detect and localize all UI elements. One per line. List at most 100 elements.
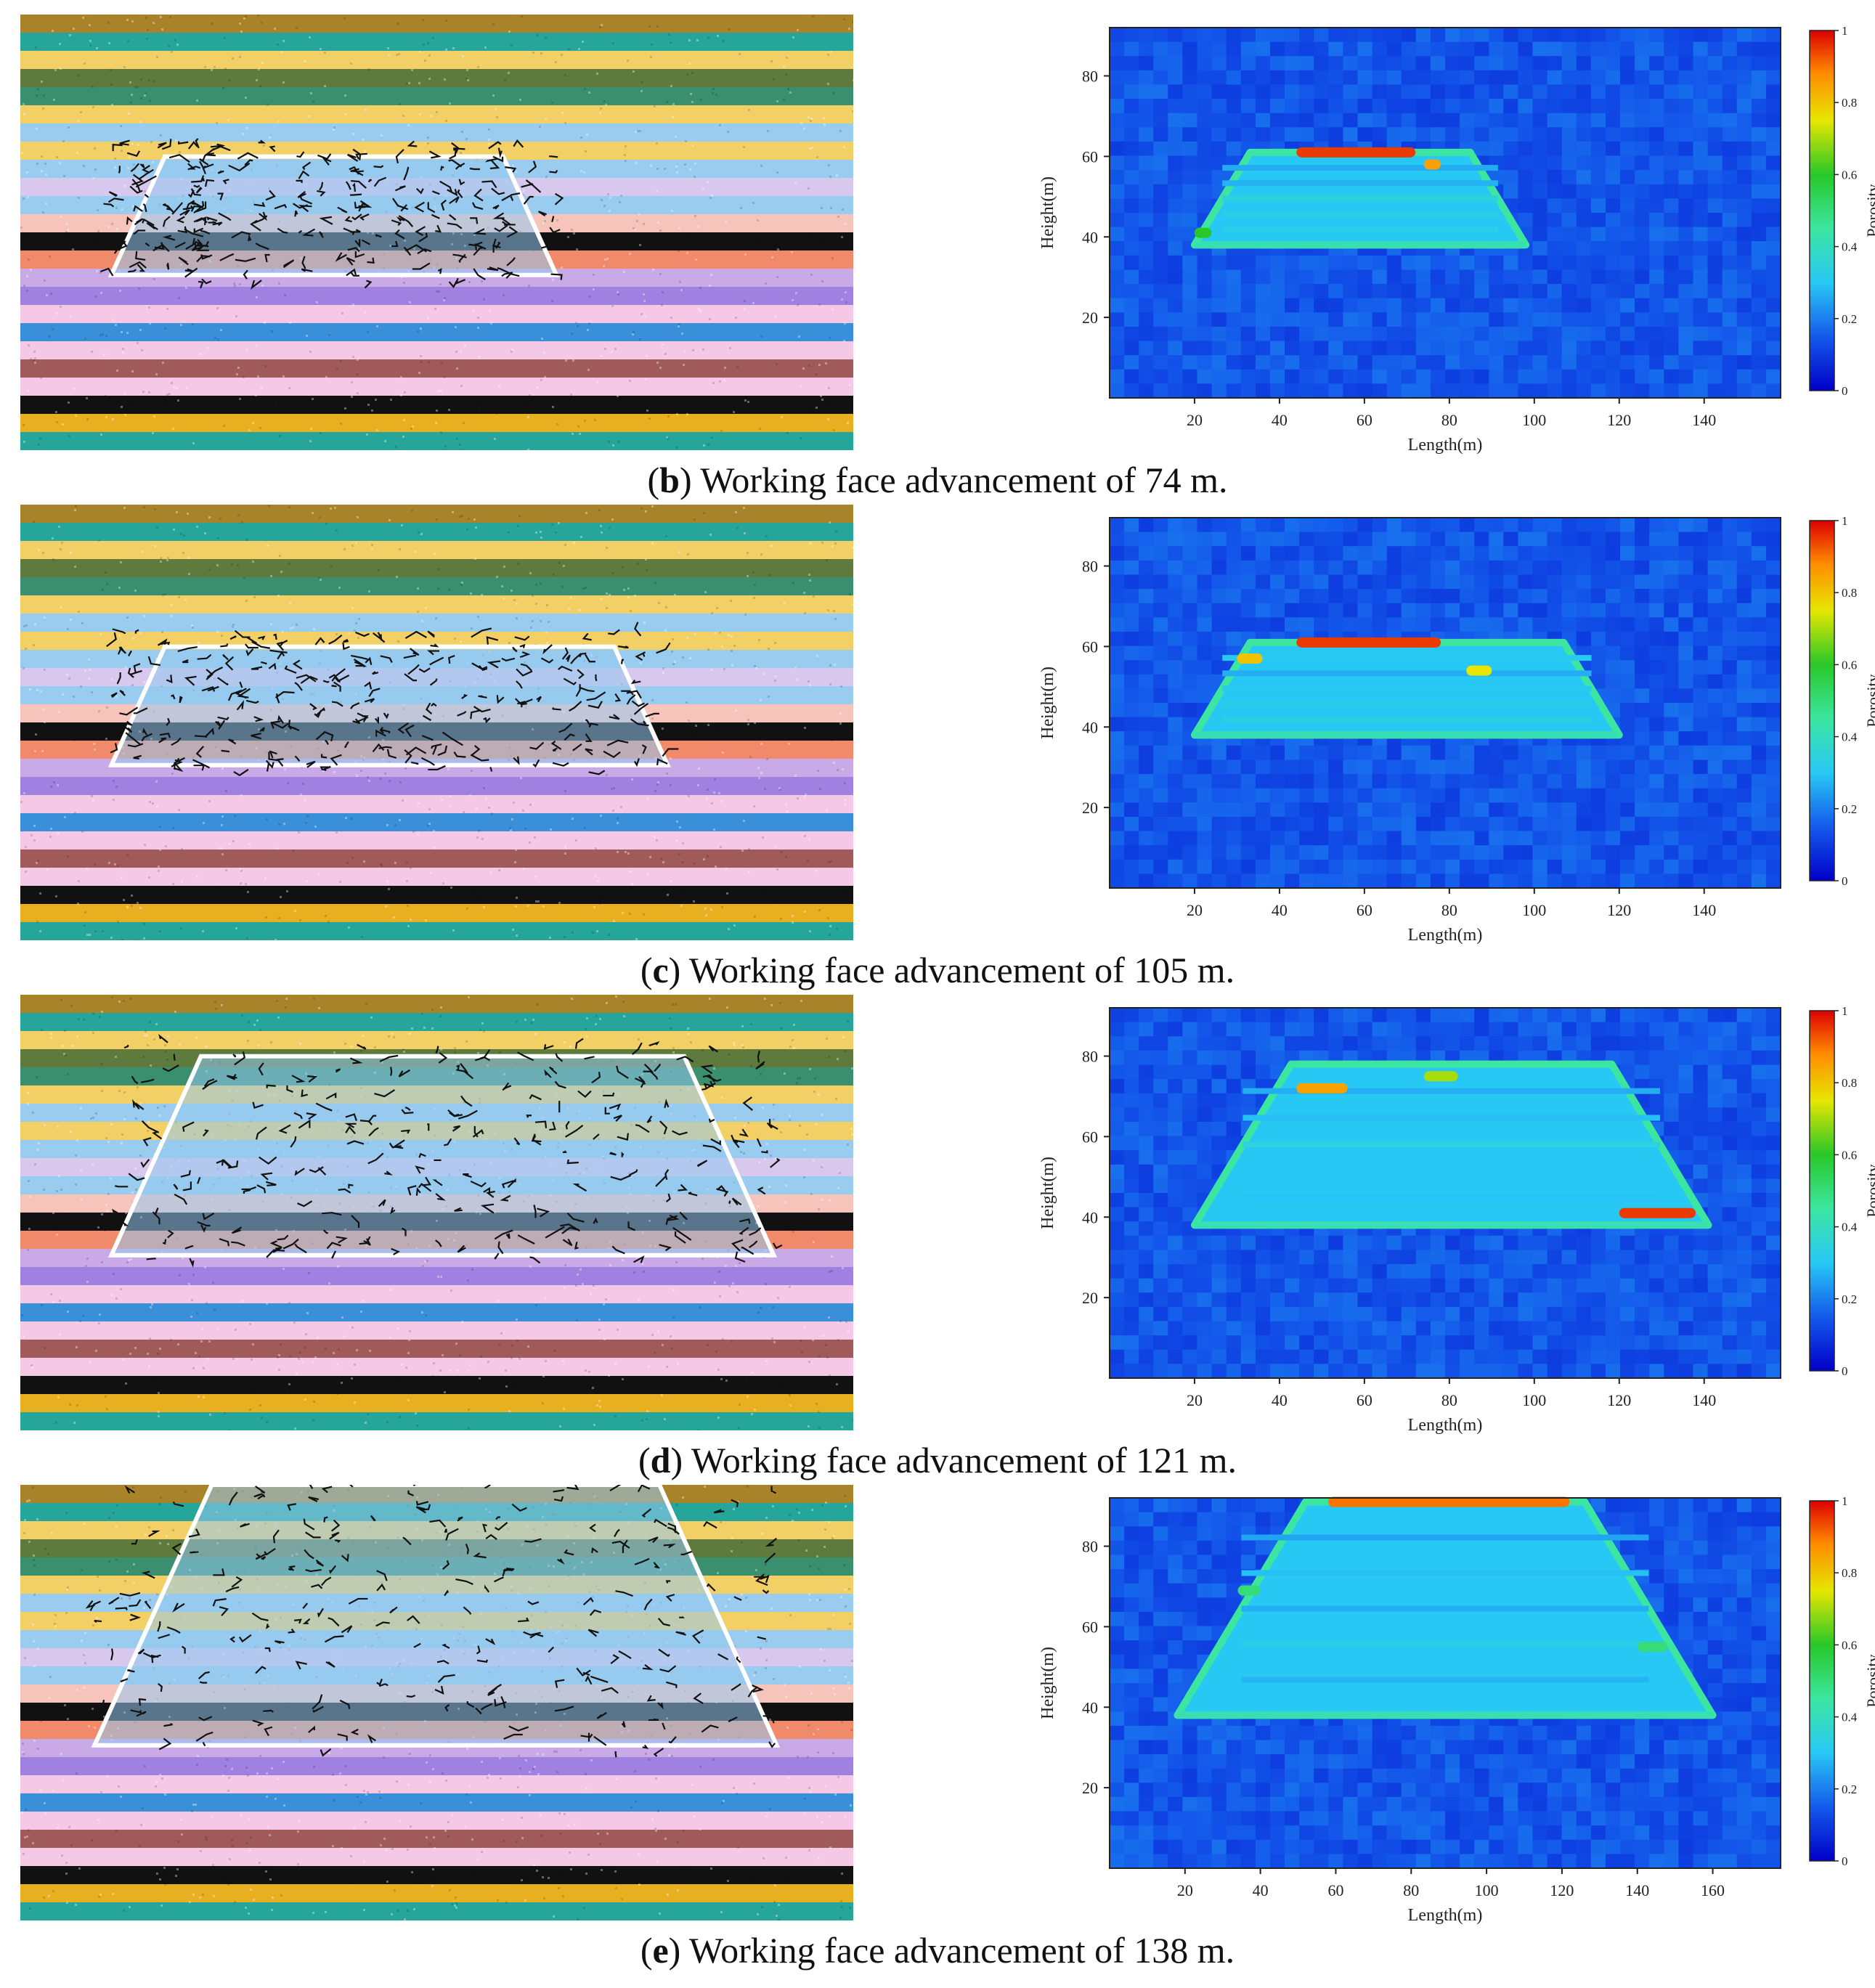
- heatmap-cell: [1226, 255, 1242, 270]
- heatmap-cell: [1722, 1008, 1738, 1023]
- heatmap-cell: [1372, 788, 1388, 803]
- heatmap-cell: [1445, 284, 1460, 299]
- heatmap-cell: [1182, 1306, 1198, 1322]
- heatmap-cell: [1547, 298, 1563, 313]
- heatmap-cell: [1314, 99, 1329, 114]
- heatmap-cell: [1707, 383, 1723, 399]
- heatmap-cell: [1270, 859, 1285, 874]
- fracture-mark: [111, 1208, 119, 1215]
- heatmap-cell: [1649, 1036, 1664, 1051]
- heatmap-cell: [1590, 759, 1606, 775]
- heatmap-cell: [1270, 802, 1285, 818]
- fracture-mark: [492, 155, 504, 163]
- fracture-mark: [325, 1661, 335, 1668]
- heatmap-cell: [1285, 341, 1300, 356]
- heatmap-cell: [1139, 241, 1154, 256]
- heatmap-cell: [1649, 574, 1664, 590]
- fracture-mark: [566, 1485, 579, 1491]
- heatmap-cell: [1139, 1839, 1154, 1854]
- fracture-mark: [488, 141, 502, 150]
- heatmap-cell: [1765, 312, 1781, 327]
- colorbar-tick-label: 0.8: [1842, 96, 1857, 110]
- caved-zone: [107, 644, 671, 767]
- heatmap-cell: [1765, 41, 1781, 57]
- fracture-mark: [134, 218, 144, 226]
- heatmap-cell: [1532, 369, 1548, 384]
- heatmap-cell: [1561, 255, 1577, 270]
- heatmap-cell: [1460, 99, 1475, 114]
- heatmap-cell: [1590, 802, 1606, 818]
- heatmap-cell: [1722, 369, 1738, 384]
- fracture-mark: [495, 1522, 508, 1531]
- heatmap-cell: [1357, 1036, 1373, 1051]
- heatmap-cell: [1547, 1250, 1563, 1265]
- stratum-layer: [20, 922, 853, 940]
- heatmap-cell: [1124, 660, 1139, 675]
- heatmap-cell: [1503, 355, 1518, 370]
- fracture-mark: [253, 202, 266, 208]
- fracture-mark: [335, 252, 347, 262]
- heatmap-cell: [1445, 1250, 1460, 1265]
- heatmap-cell: [1182, 589, 1198, 604]
- heatmap-cell: [1765, 1349, 1781, 1364]
- heatmap-cell: [1460, 1250, 1475, 1265]
- heatmap-cell: [1664, 1349, 1679, 1364]
- fracture-mark: [654, 1518, 667, 1528]
- heatmap-cell: [1606, 1349, 1621, 1364]
- heatmap-cell: [1124, 255, 1139, 270]
- heatmap-cell: [1722, 1150, 1738, 1165]
- heatmap-cell: [1372, 1264, 1388, 1279]
- heatmap-cell: [1372, 560, 1388, 575]
- heatmap-cell: [1168, 1278, 1183, 1293]
- fracture-mark: [384, 1170, 394, 1176]
- heatmap-cell: [1489, 845, 1504, 860]
- heatmap-cell: [1110, 1278, 1125, 1293]
- fracture-mark: [405, 746, 427, 756]
- heatmap-cell: [1139, 1754, 1154, 1769]
- heatmap-cell: [1226, 1335, 1242, 1351]
- heatmap-cell: [1110, 113, 1125, 128]
- heatmap-cell: [1386, 546, 1402, 561]
- heatmap-cell: [1357, 560, 1373, 575]
- heatmap-cell: [1240, 745, 1256, 760]
- fracture-mark: [173, 1184, 179, 1190]
- fracture-mark: [146, 222, 158, 230]
- fracture-mark: [350, 229, 361, 233]
- heatmap-cell: [1343, 1250, 1359, 1265]
- heatmap-cell: [1736, 1036, 1752, 1051]
- heatmap-cell: [1197, 1008, 1213, 1023]
- heatmap-cell: [1649, 816, 1664, 832]
- fracture-mark: [503, 1733, 523, 1740]
- panel-caption: (c) Working face advancement of 105 m.: [640, 950, 1235, 990]
- heatmap-cell: [1168, 674, 1183, 689]
- heatmap-cell: [1736, 674, 1752, 689]
- fracture-mark: [351, 179, 367, 189]
- heatmap-cell: [1197, 355, 1213, 370]
- fracture-mark: [195, 201, 207, 213]
- fracture-mark: [317, 1608, 324, 1618]
- heatmap-cell: [1736, 241, 1752, 256]
- fracture-mark: [484, 158, 498, 163]
- heatmap-cell: [1635, 1235, 1650, 1250]
- heatmap-cell: [1606, 745, 1621, 760]
- heatmap-cell: [1314, 41, 1329, 57]
- heatmap-cell: [1751, 1050, 1767, 1065]
- heatmap-cell: [1110, 1669, 1125, 1684]
- heatmap-cell: [1372, 1306, 1388, 1322]
- heatmap-cell: [1590, 574, 1606, 590]
- heatmap-cell: [1211, 560, 1227, 575]
- heatmap-cell: [1110, 1022, 1125, 1037]
- heatmap-cell: [1430, 1321, 1446, 1336]
- heatmap-cell: [1547, 788, 1563, 803]
- fracture-mark: [331, 1250, 337, 1259]
- heatmap-cell: [1153, 355, 1168, 370]
- heatmap-cell: [1226, 1250, 1242, 1265]
- heatmap-cell: [1722, 141, 1738, 157]
- heatmap-cell: [1153, 546, 1168, 561]
- heatmap-cell: [1211, 845, 1227, 860]
- fracture-mark: [351, 654, 368, 661]
- fracture-mark: [373, 632, 383, 640]
- heatmap-cell: [1211, 1050, 1227, 1065]
- heatmap-cell: [1139, 1697, 1154, 1712]
- heatmap-cell: [1139, 1498, 1154, 1513]
